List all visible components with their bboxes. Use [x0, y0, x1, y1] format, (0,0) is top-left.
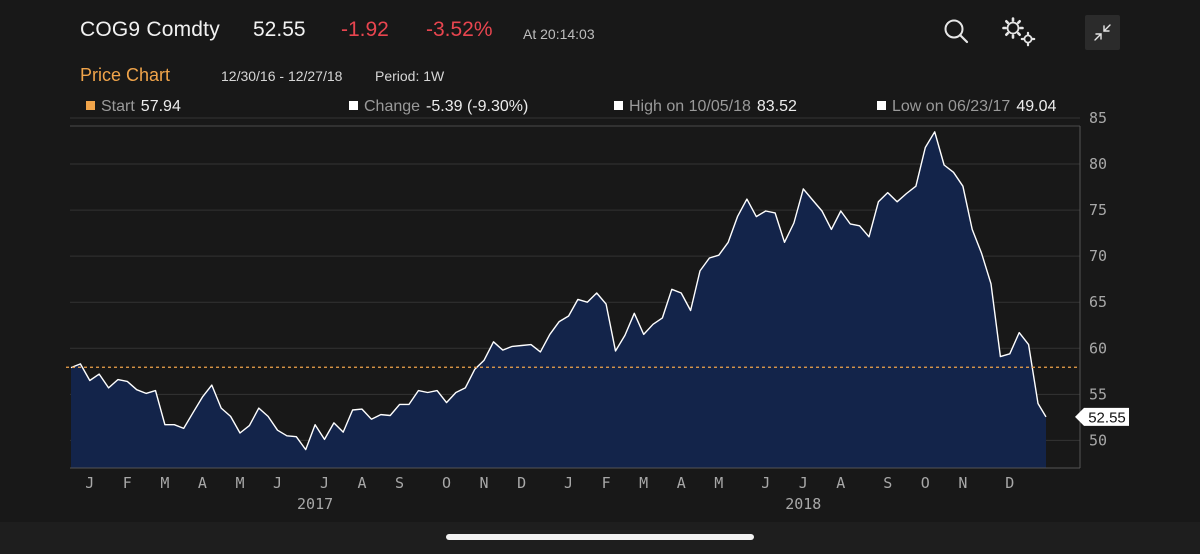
x-tick-label-6: J — [320, 474, 329, 492]
x-tick-label-0: J — [85, 474, 94, 492]
y-tick-label-85: 85 — [1089, 109, 1107, 127]
collapse-button[interactable] — [1085, 15, 1120, 50]
x-tick-label-19: A — [836, 474, 845, 492]
x-tick-label-22: N — [958, 474, 967, 492]
x-tick-label-9: O — [442, 474, 451, 492]
y-tick-label-65: 65 — [1089, 293, 1107, 311]
y-tick-label-55: 55 — [1089, 385, 1107, 403]
chart-title[interactable]: Price Chart — [80, 65, 171, 85]
stat-low: Low on 06/23/17 49.04 — [877, 98, 1056, 118]
x-tick-label-4: M — [235, 474, 244, 492]
period-selector[interactable]: Period: 1W — [375, 68, 445, 84]
gear-icon — [1002, 17, 1036, 47]
start-swatch — [86, 101, 95, 110]
x-tick-label-2: M — [160, 474, 169, 492]
high-swatch — [614, 101, 623, 110]
y-tick-label-50: 50 — [1089, 431, 1107, 449]
x-tick-label-17: J — [761, 474, 770, 492]
year-label-0: 2017 — [297, 495, 333, 513]
x-tick-label-11: D — [517, 474, 526, 492]
x-tick-label-7: A — [358, 474, 367, 492]
change-swatch — [349, 101, 358, 110]
quote-header: COG9 Comdty 52.55 -1.92 -3.52% At 20:14:… — [0, 0, 1200, 60]
y-tick-label-75: 75 — [1089, 201, 1107, 219]
search-icon — [944, 19, 969, 44]
net-change: -1.92 — [341, 18, 389, 41]
date-range[interactable]: 12/30/16 - 12/27/18 — [221, 68, 343, 84]
price-line — [70, 131, 1047, 451]
x-tick-label-12: J — [564, 474, 573, 492]
low-swatch — [877, 101, 886, 110]
y-tick-label-70: 70 — [1089, 247, 1107, 265]
x-tick-label-3: A — [198, 474, 207, 492]
x-tick-label-13: F — [602, 474, 611, 492]
search-button[interactable] — [940, 16, 972, 48]
start-label: Start — [101, 98, 135, 115]
settings-button[interactable] — [998, 14, 1042, 50]
x-tick-label-8: S — [395, 474, 404, 492]
x-tick-label-23: D — [1005, 474, 1014, 492]
high-label: High on 10/05/18 — [629, 98, 751, 115]
high-value: 83.52 — [756, 98, 797, 115]
y-tick-label-60: 60 — [1089, 339, 1107, 357]
x-tick-label-14: M — [639, 474, 648, 492]
stat-change: Change -5.39 (-9.30%) — [349, 98, 528, 118]
x-tick-label-20: S — [883, 474, 892, 492]
x-tick-label-5: J — [273, 474, 282, 492]
year-label-1: 2018 — [785, 495, 821, 513]
x-tick-label-1: F — [123, 474, 132, 492]
low-label: Low on 06/23/17 — [892, 98, 1011, 115]
percent-change: -3.52% — [426, 18, 493, 41]
x-tick-label-15: A — [677, 474, 686, 492]
timestamp: At 20:14:03 — [523, 26, 595, 42]
last-price: 52.55 — [253, 18, 306, 41]
last-value-callout — [1075, 407, 1129, 426]
x-tick-label-10: N — [480, 474, 489, 492]
low-value: 49.04 — [1016, 98, 1057, 115]
stat-start: Start 57.94 — [86, 98, 181, 118]
last-value-label: 52.55 — [1088, 409, 1126, 426]
change-label: Change — [364, 98, 421, 115]
x-tick-label-18: J — [799, 474, 808, 492]
price-area — [71, 131, 1046, 469]
home-indicator[interactable] — [446, 534, 754, 540]
ticker-symbol: COG9 Comdty — [80, 18, 220, 41]
start-value: 57.94 — [140, 98, 181, 115]
x-tick-label-16: M — [714, 474, 723, 492]
change-value: -5.39 (-9.30%) — [426, 98, 529, 115]
stat-high: High on 10/05/18 83.52 — [614, 98, 797, 118]
collapse-icon — [1094, 24, 1111, 41]
x-tick-label-21: O — [921, 474, 930, 492]
y-tick-label-80: 80 — [1089, 155, 1107, 173]
